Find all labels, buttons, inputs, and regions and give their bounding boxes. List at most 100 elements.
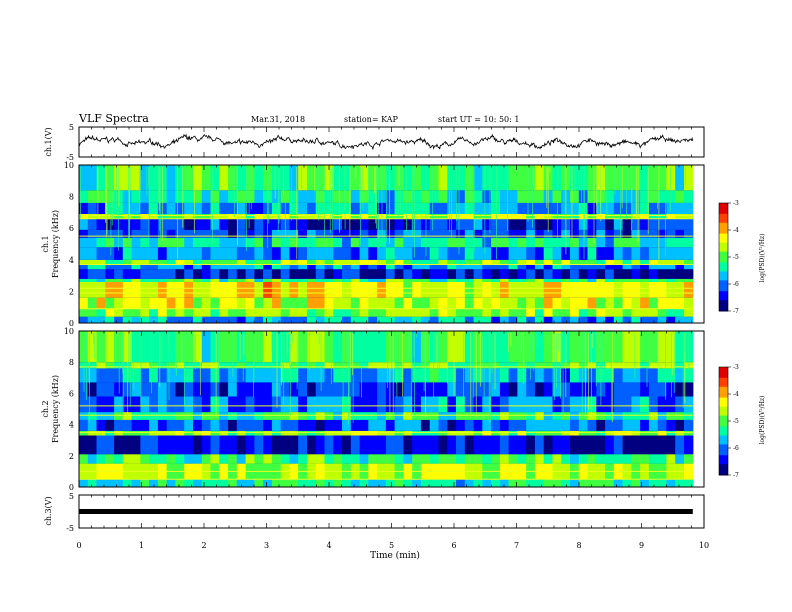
spectrogram-cell [622, 331, 632, 363]
spectrogram-cell [166, 259, 177, 265]
spectrogram-cell [219, 218, 229, 230]
spectrogram-cell [228, 202, 238, 214]
start-time-label: start UT = 10: 50: 1 [438, 115, 519, 124]
spectrogram-cell [657, 281, 668, 298]
spectrogram-cell [219, 454, 229, 464]
station-label: station= KAP [344, 115, 399, 124]
colorbar-step [719, 415, 728, 418]
spectrogram-cell [631, 259, 641, 265]
ch3-ytick-top: 5 [69, 492, 74, 501]
spectrogram-cell [684, 454, 694, 464]
spectrogram-cell [333, 368, 343, 383]
spectrogram-cell [271, 259, 282, 265]
spectrogram-cell [517, 297, 527, 309]
spectrogram-cell [605, 165, 615, 191]
spectrogram-cell [456, 382, 466, 397]
spectrogram-cell [499, 430, 510, 436]
spectrogram-cell [508, 362, 518, 369]
spectrogram-cell [552, 165, 562, 191]
spectrogram-cell [201, 214, 212, 219]
spectrogram-cell [175, 368, 185, 383]
spectrogram-cell [578, 308, 589, 317]
spectrogram-cell [298, 430, 308, 436]
spectrogram-cell [570, 362, 580, 369]
colorbar-step [719, 303, 728, 307]
spectrogram-cell [175, 269, 185, 279]
spectrogram-cell [429, 316, 440, 323]
spectrogram-cell [289, 229, 299, 238]
spectrogram-cell [473, 316, 483, 323]
spectrogram-cell [289, 297, 299, 309]
spectrogram-cell [333, 454, 343, 464]
spectrogram-cell [447, 331, 457, 363]
spectrogram-cell [175, 259, 185, 265]
spectrogram-cell [534, 259, 545, 265]
spectrogram-cell [254, 165, 264, 191]
spectrogram-cell [578, 362, 589, 369]
spectrogram-cell [79, 264, 89, 270]
y-tick-label: 0 [69, 319, 74, 328]
spectrogram-cell [666, 297, 676, 309]
spectrogram-cell [491, 368, 501, 383]
spectrogram-cell [96, 430, 106, 436]
spectrogram-cell [87, 362, 98, 369]
spectrogram-cell [622, 308, 632, 317]
spectrogram-cell [491, 382, 501, 397]
spectrogram-cell [368, 190, 378, 203]
spectrogram-cell [201, 269, 212, 279]
spectrogram-cell [420, 259, 431, 265]
spectrogram-cell [648, 165, 659, 191]
spectrogram-cell [350, 419, 361, 431]
spectrogram-cell [79, 412, 89, 420]
spectrogram-cell [666, 202, 676, 214]
spectrogram-cell [289, 316, 299, 323]
spectrogram-cell [675, 396, 685, 413]
colorbar-step [719, 433, 728, 436]
spectrogram-cell [578, 264, 589, 270]
spectrogram-cell [675, 237, 685, 248]
spectrogram-cell [359, 190, 369, 203]
spectrogram-cell [96, 165, 106, 191]
spectrogram-cell [236, 218, 247, 230]
spectrogram-cell [578, 259, 589, 265]
spectrogram-cell [482, 362, 492, 369]
spectrogram-cell [622, 190, 632, 203]
spectrogram-cell [605, 308, 615, 317]
spectrogram-cell [263, 479, 273, 487]
spectrogram-cell [613, 362, 624, 369]
spectrogram-cell [447, 237, 457, 248]
spectrogram-cell [394, 479, 404, 487]
spectrogram-cell [464, 237, 475, 248]
spectrogram-cell [193, 281, 203, 298]
spectrogram-cell [605, 435, 615, 455]
spectrogram-cell [429, 308, 440, 317]
colorbar-step [719, 455, 728, 458]
spectrogram-cell [280, 430, 291, 436]
spectrogram-cell [675, 264, 685, 270]
spectrogram-cell [228, 264, 238, 270]
spectrogram-cell [613, 269, 624, 279]
spectrogram-cell [438, 247, 448, 260]
spectrogram-cell [631, 435, 641, 455]
spectrogram-cell [552, 229, 562, 238]
spectrogram-cell [184, 264, 194, 270]
spectrogram-cell [131, 281, 141, 298]
spectrogram-cell [412, 218, 422, 230]
colorbar-step [719, 309, 728, 312]
spectrogram-cell [657, 237, 668, 248]
colorbar-step [719, 395, 728, 399]
spectrogram-cell [491, 412, 501, 420]
spectrogram-cell [482, 165, 492, 191]
spectrogram-cell [307, 247, 317, 260]
spectrogram-cell [385, 281, 396, 298]
spectrogram-cell [412, 214, 422, 219]
spectrogram-cell [359, 308, 369, 317]
spectrogram-cell [271, 247, 282, 260]
spectrogram-cell [473, 430, 483, 436]
ch1-spectrogram-ticks [78, 165, 705, 323]
spectrogram-cell [87, 412, 98, 420]
spectrogram-cell [193, 396, 203, 413]
spectrogram-cell [447, 382, 457, 397]
spectrogram-cell [438, 264, 448, 270]
spectrogram-cell [236, 316, 247, 323]
